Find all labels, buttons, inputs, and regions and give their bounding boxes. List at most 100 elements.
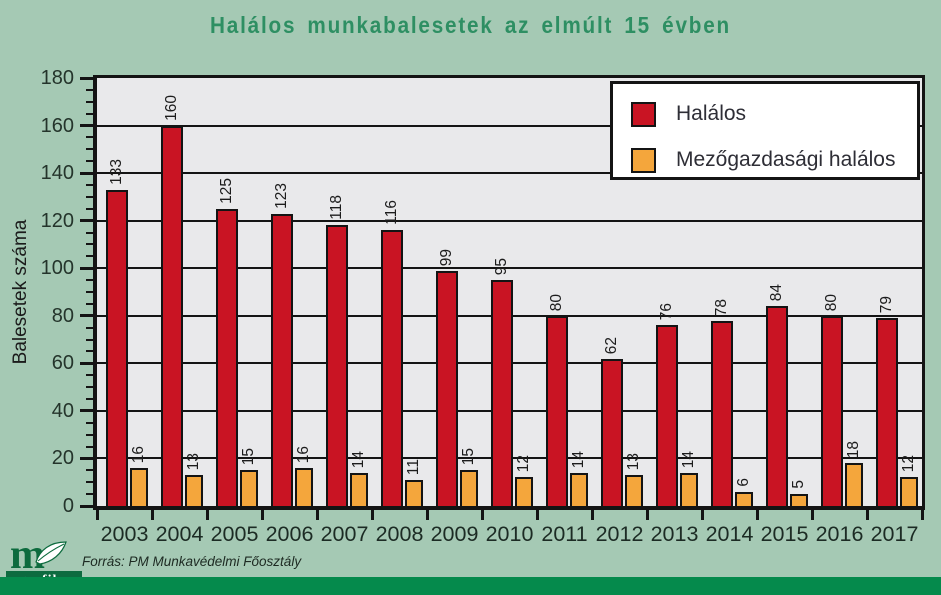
bar-value: 116 — [383, 200, 401, 225]
y-tick-130 — [86, 195, 93, 198]
y-tick-15 — [86, 469, 93, 472]
bar-mezogazdasagi-2010 — [515, 477, 533, 506]
x-tick-14 — [865, 506, 869, 520]
bar-value: 6 — [735, 478, 753, 487]
x-tick-11 — [700, 506, 704, 520]
bar-value: 78 — [713, 298, 731, 316]
legend: Halálos Mezőgazdasági halálos — [610, 81, 920, 180]
x-tick-15 — [920, 506, 924, 520]
legend-item-fatal: Halálos — [631, 95, 917, 133]
bar-mezogazdasagi-2013-label: 14 — [673, 451, 705, 468]
y-tick-150 — [86, 148, 93, 151]
bar-value: 18 — [845, 440, 863, 458]
y-tick-55 — [86, 374, 93, 377]
bar-halalos-2010 — [491, 280, 513, 506]
y-tick-60 — [80, 361, 93, 365]
bar-mezogazdasagi-2015 — [790, 494, 808, 506]
mgrafika-logo: m grafika — [6, 534, 82, 590]
x-tick-10 — [645, 506, 649, 520]
bar-value: 15 — [240, 447, 258, 465]
y-tick-175 — [86, 88, 93, 91]
y-tick-30 — [86, 433, 93, 436]
legend-label-agricultural: Mezőgazdasági halálos — [676, 148, 896, 171]
bar-mezogazdasagi-2017 — [900, 477, 918, 506]
bar-mezogazdasagi-2004 — [185, 475, 203, 506]
x-tick-8 — [535, 506, 539, 520]
y-tick-115 — [86, 231, 93, 234]
y-tick-25 — [86, 445, 93, 448]
y-tick-label-0: 0 — [62, 495, 74, 517]
bar-halalos-2017-label: 79 — [869, 296, 905, 313]
bar-halalos-2011-label: 80 — [539, 294, 575, 311]
bar-value: 14 — [680, 450, 698, 468]
leaf-icon — [35, 541, 67, 565]
bar-halalos-2009-label: 99 — [429, 249, 465, 266]
bar-halalos-2004-label: 160 — [154, 95, 190, 121]
bar-halalos-2012-label: 62 — [594, 337, 630, 354]
x-tick-label-2011: 2011 — [541, 522, 588, 546]
bar-mezogazdasagi-2008 — [405, 480, 423, 506]
x-tick-label-2012: 2012 — [595, 522, 644, 546]
bar-halalos-2006-label: 123 — [264, 183, 300, 209]
bar-halalos-2016-label: 80 — [814, 294, 850, 311]
y-tick-label-140: 140 — [40, 162, 74, 185]
x-tick-12 — [755, 506, 759, 520]
bar-halalos-2005 — [216, 209, 238, 506]
y-tick-100 — [80, 266, 93, 270]
x-tick-label-2007: 2007 — [320, 522, 369, 546]
bar-mezogazdasagi-2012 — [625, 475, 643, 506]
bar-value: 14 — [570, 450, 588, 468]
x-tick-label-2013: 2013 — [650, 522, 699, 546]
y-tick-140 — [80, 171, 93, 175]
bar-halalos-2016 — [821, 316, 843, 506]
bar-halalos-2013 — [656, 325, 678, 506]
x-tick-label-2004: 2004 — [155, 522, 204, 546]
legend-swatch-fatal-icon — [631, 101, 656, 127]
y-tick-75 — [86, 326, 93, 329]
bar-halalos-2014 — [711, 321, 733, 506]
x-tick-label-2009: 2009 — [430, 522, 479, 546]
bar-mezogazdasagi-2012-label: 13 — [618, 453, 650, 470]
y-tick-50 — [86, 386, 93, 389]
y-tick-20 — [80, 456, 93, 460]
bar-mezogazdasagi-2011-label: 14 — [563, 451, 595, 468]
bar-halalos-2008-label: 116 — [374, 200, 410, 225]
y-tick-85 — [86, 302, 93, 305]
x-tick-label-2017: 2017 — [870, 522, 919, 546]
gridline-140 — [97, 172, 922, 175]
bar-value: 123 — [273, 183, 291, 209]
bar-value: 118 — [328, 195, 346, 220]
x-tick-6 — [425, 506, 429, 520]
bar-mezogazdasagi-2010-label: 12 — [508, 455, 540, 472]
bar-mezogazdasagi-2016-label: 18 — [838, 441, 870, 458]
bar-value: 12 — [515, 454, 533, 472]
y-tick-90 — [86, 291, 93, 293]
chart-title: Halálos munkabalesetek az elmúlt 15 évbe… — [210, 12, 731, 38]
y-tick-label-100: 100 — [40, 257, 74, 280]
bar-value: 14 — [350, 450, 368, 468]
y-tick-95 — [86, 279, 93, 282]
bar-value: 95 — [493, 257, 511, 275]
bar-value: 15 — [460, 447, 478, 465]
gridline-160 — [97, 124, 922, 127]
bar-mezogazdasagi-2009-label: 15 — [453, 448, 485, 465]
y-tick-65 — [86, 350, 93, 353]
x-tick-label-2006: 2006 — [265, 522, 314, 546]
bar-halalos-2015 — [766, 306, 788, 506]
y-tick-125 — [86, 207, 93, 210]
bar-value: 133 — [108, 159, 126, 185]
y-tick-110 — [86, 243, 93, 246]
x-tick-label-2014: 2014 — [705, 522, 754, 546]
x-tick-0 — [95, 506, 99, 520]
bar-halalos-2008 — [381, 230, 403, 506]
bar-halalos-2005-label: 125 — [209, 178, 245, 204]
bar-mezogazdasagi-2007-label: 14 — [343, 451, 375, 468]
x-tick-label-2015: 2015 — [760, 522, 809, 546]
bar-value: 80 — [548, 293, 566, 311]
y-tick-135 — [86, 184, 93, 186]
bar-mezogazdasagi-2003-label: 16 — [123, 446, 155, 463]
bar-mezogazdasagi-2014-label: 6 — [728, 478, 760, 487]
y-tick-70 — [86, 338, 93, 341]
bar-halalos-2007-label: 118 — [319, 195, 355, 220]
